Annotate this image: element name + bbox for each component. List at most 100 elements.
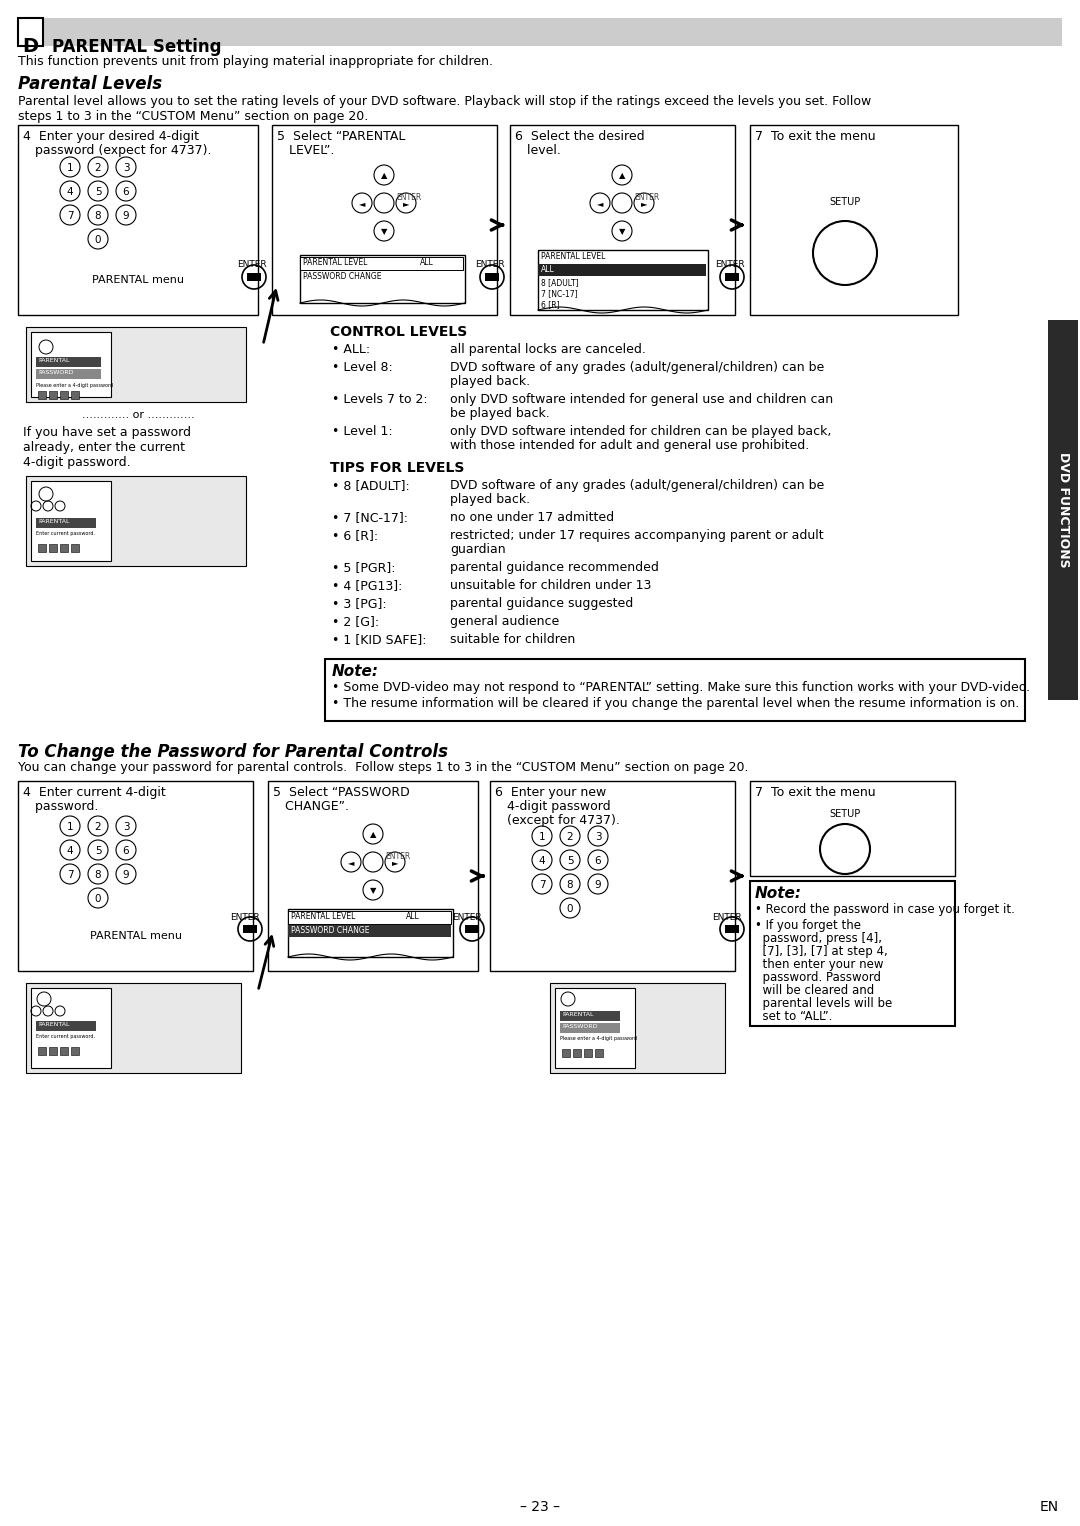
Text: • 4 [PG13]:: • 4 [PG13]: bbox=[332, 578, 403, 592]
Text: ENTER: ENTER bbox=[634, 192, 659, 201]
Text: • Some DVD-video may not respond to “PARENTAL” setting. Make sure this function : • Some DVD-video may not respond to “PAR… bbox=[332, 681, 1030, 694]
Text: (except for 4737).: (except for 4737). bbox=[495, 813, 620, 827]
Bar bbox=[26, 327, 246, 401]
Text: LEVEL”.: LEVEL”. bbox=[276, 143, 335, 157]
Text: [7], [3], [7] at step 4,: [7], [3], [7] at step 4, bbox=[755, 945, 888, 958]
Text: CONTROL LEVELS: CONTROL LEVELS bbox=[330, 325, 468, 339]
Bar bbox=[538, 250, 708, 310]
Text: 8: 8 bbox=[95, 211, 102, 221]
Bar bbox=[510, 125, 735, 314]
Text: ALL: ALL bbox=[420, 258, 434, 267]
Text: TIPS FOR LEVELS: TIPS FOR LEVELS bbox=[330, 461, 464, 475]
Text: • If you forget the: • If you forget the bbox=[755, 919, 861, 932]
Text: 7 [NC-17]: 7 [NC-17] bbox=[541, 288, 578, 298]
Text: ◄: ◄ bbox=[597, 200, 604, 209]
Bar bbox=[71, 543, 79, 552]
Bar bbox=[31, 987, 111, 1068]
Text: 8: 8 bbox=[567, 881, 573, 890]
Bar bbox=[18, 781, 253, 971]
Text: restricted; under 17 requires accompanying parent or adult: restricted; under 17 requires accompanyi… bbox=[450, 530, 824, 542]
Text: – 23 –: – 23 – bbox=[519, 1500, 561, 1514]
Text: 5: 5 bbox=[567, 856, 573, 865]
Text: ENTER: ENTER bbox=[475, 259, 504, 269]
Text: played back.: played back. bbox=[450, 375, 530, 388]
Text: ALL: ALL bbox=[406, 913, 420, 922]
Text: set to “ALL”.: set to “ALL”. bbox=[755, 1010, 833, 1022]
Text: ENTER: ENTER bbox=[384, 852, 410, 861]
Text: 8: 8 bbox=[95, 870, 102, 881]
Text: ▲: ▲ bbox=[619, 171, 625, 180]
Bar bbox=[38, 391, 46, 398]
Text: 6  Select the desired: 6 Select the desired bbox=[515, 130, 645, 143]
Text: Please enter a 4-digit password: Please enter a 4-digit password bbox=[561, 1036, 637, 1041]
Text: PARENTAL Setting: PARENTAL Setting bbox=[52, 38, 221, 56]
Bar bbox=[300, 256, 463, 270]
Bar bbox=[247, 273, 261, 281]
Text: 7  To exit the menu: 7 To exit the menu bbox=[755, 786, 876, 800]
Text: all parental locks are canceled.: all parental locks are canceled. bbox=[450, 343, 646, 356]
Text: parental guidance recommended: parental guidance recommended bbox=[450, 562, 659, 574]
Text: • 6 [R]:: • 6 [R]: bbox=[332, 530, 378, 542]
Bar bbox=[550, 983, 725, 1073]
Bar bbox=[49, 543, 57, 552]
Bar bbox=[18, 125, 258, 314]
Text: played back.: played back. bbox=[450, 493, 530, 507]
Bar bbox=[300, 255, 465, 304]
Bar bbox=[38, 1047, 46, 1054]
Bar bbox=[26, 476, 246, 566]
Bar bbox=[325, 659, 1025, 720]
Text: ▼: ▼ bbox=[369, 887, 376, 896]
Text: only DVD software intended for children can be played back,: only DVD software intended for children … bbox=[450, 426, 832, 438]
Text: suitable for children: suitable for children bbox=[450, 633, 576, 645]
Bar bbox=[18, 18, 43, 46]
Text: PARENTAL LEVEL: PARENTAL LEVEL bbox=[541, 252, 606, 261]
Text: 0: 0 bbox=[567, 903, 573, 914]
Text: 4: 4 bbox=[539, 856, 545, 865]
Text: SETUP: SETUP bbox=[829, 809, 861, 819]
Bar bbox=[555, 987, 635, 1068]
Text: • 1 [KID SAFE]:: • 1 [KID SAFE]: bbox=[332, 633, 427, 645]
Text: • The resume information will be cleared if you change the parental level when t: • The resume information will be cleared… bbox=[332, 697, 1020, 710]
Text: password (expect for 4737).: password (expect for 4737). bbox=[23, 143, 212, 157]
Text: level.: level. bbox=[515, 143, 561, 157]
Text: • 8 [ADULT]:: • 8 [ADULT]: bbox=[332, 479, 409, 491]
Text: 4-digit password.: 4-digit password. bbox=[23, 456, 131, 468]
Text: • Level 1:: • Level 1: bbox=[332, 426, 393, 438]
Text: PARENTAL menu: PARENTAL menu bbox=[92, 275, 184, 285]
Bar bbox=[31, 333, 111, 397]
Text: password. Password: password. Password bbox=[755, 971, 881, 984]
Text: Note:: Note: bbox=[332, 664, 379, 679]
Bar bbox=[485, 273, 499, 281]
Text: with those intended for adult and general use prohibited.: with those intended for adult and genera… bbox=[450, 439, 809, 452]
Bar bbox=[750, 881, 955, 1025]
Bar bbox=[36, 369, 102, 378]
Text: unsuitable for children under 13: unsuitable for children under 13 bbox=[450, 578, 651, 592]
Text: 1: 1 bbox=[539, 832, 545, 842]
Text: 1: 1 bbox=[67, 823, 73, 832]
Text: ▼: ▼ bbox=[619, 227, 625, 237]
Text: 6: 6 bbox=[123, 188, 130, 197]
Text: 7: 7 bbox=[539, 881, 545, 890]
Text: 2: 2 bbox=[95, 163, 102, 172]
Text: Enter current password.: Enter current password. bbox=[36, 1035, 95, 1039]
Text: 5: 5 bbox=[95, 188, 102, 197]
Bar bbox=[725, 925, 739, 932]
Bar bbox=[562, 1048, 570, 1058]
Text: Enter current password.: Enter current password. bbox=[36, 531, 95, 536]
Text: ENTER: ENTER bbox=[237, 259, 267, 269]
Text: guardian: guardian bbox=[450, 543, 505, 555]
Text: D: D bbox=[22, 37, 38, 56]
Text: PARENTAL: PARENTAL bbox=[38, 359, 69, 363]
Text: Please enter a 4-digit password: Please enter a 4-digit password bbox=[36, 383, 113, 388]
Text: You can change your password for parental controls.  Follow steps 1 to 3 in the : You can change your password for parenta… bbox=[18, 761, 748, 774]
Text: PARENTAL menu: PARENTAL menu bbox=[90, 931, 183, 942]
Bar bbox=[288, 911, 451, 925]
Text: ENTER: ENTER bbox=[712, 913, 742, 922]
Text: 7: 7 bbox=[67, 211, 73, 221]
Text: only DVD software intended for general use and children can: only DVD software intended for general u… bbox=[450, 394, 833, 406]
Bar bbox=[49, 1047, 57, 1054]
Text: PARENTAL: PARENTAL bbox=[562, 1012, 594, 1016]
Text: steps 1 to 3 in the “CUSTOM Menu” section on page 20.: steps 1 to 3 in the “CUSTOM Menu” sectio… bbox=[18, 110, 368, 124]
Text: 6  Enter your new: 6 Enter your new bbox=[495, 786, 606, 800]
Bar bbox=[561, 1012, 620, 1021]
